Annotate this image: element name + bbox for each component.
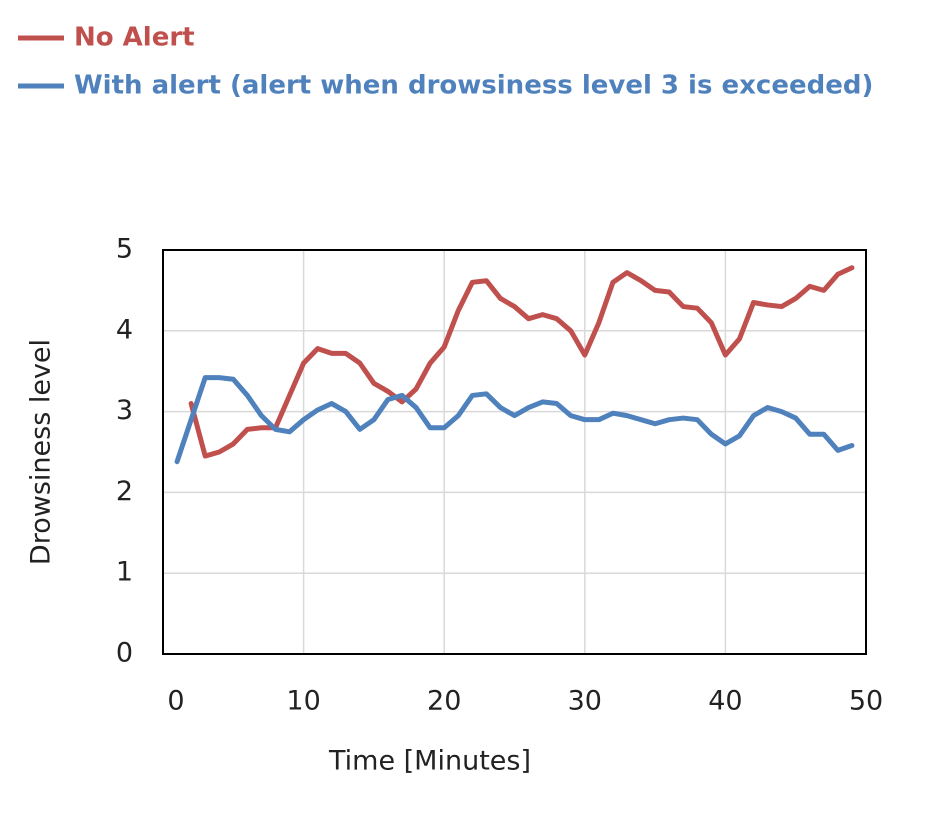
x-tick-label: 30 <box>568 686 602 717</box>
y-axis-label: Drowsiness level <box>26 339 57 565</box>
y-tick-label: 3 <box>116 395 133 426</box>
y-tick-label: 4 <box>116 314 133 345</box>
y-tick-label: 5 <box>116 234 133 265</box>
x-tick-label: 40 <box>708 686 742 717</box>
x-tick-label: 50 <box>849 686 883 717</box>
legend-label: No Alert <box>74 23 195 53</box>
series-line <box>174 375 855 465</box>
x-axis-label: Time [Minutes] <box>328 746 531 777</box>
x-tick-label: 20 <box>427 686 461 717</box>
series-line <box>188 265 855 459</box>
plot-frame <box>162 249 867 655</box>
y-tick-label: 2 <box>116 476 133 507</box>
y-tick-label: 0 <box>116 638 133 669</box>
legend-label: With alert (alert when drowsiness level … <box>74 71 873 101</box>
x-tick-label: 0 <box>167 686 184 717</box>
x-tick-label: 10 <box>286 686 320 717</box>
y-tick-label: 1 <box>116 557 133 588</box>
